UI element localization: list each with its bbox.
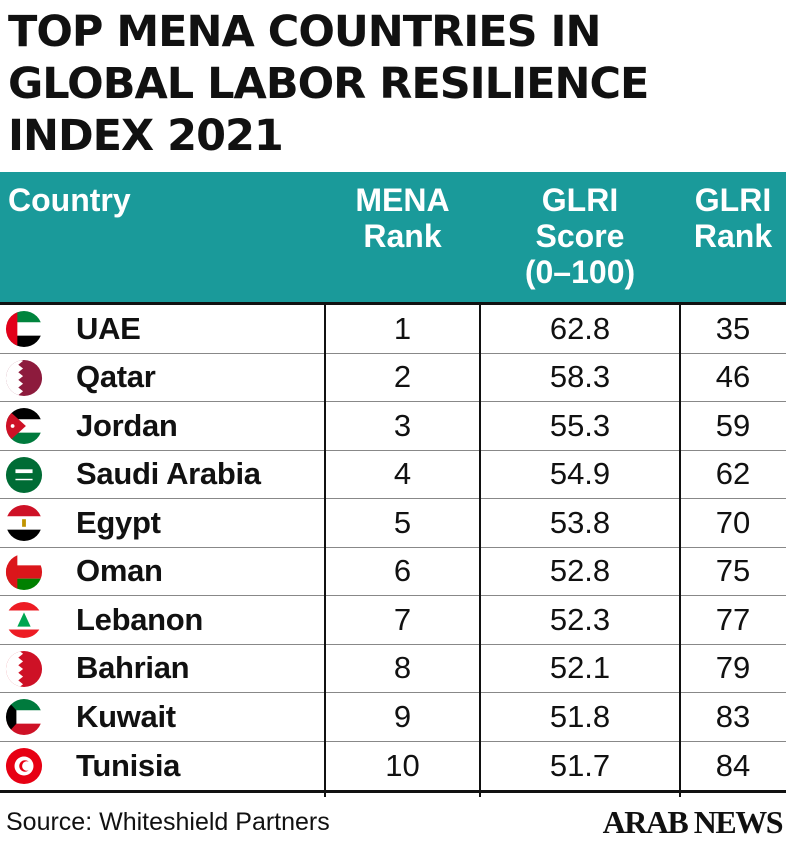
table-row: Bahrian 8 52.1 79 <box>0 645 786 693</box>
flag-icon <box>5 553 43 596</box>
table-body: UAE 1 62.8 35 Qatar 2 58.3 46 Jordan 3 55.3 59 Saudi… <box>0 302 786 793</box>
mena-rank: 3 <box>393 407 412 443</box>
flag-icon <box>5 359 43 402</box>
table-row: Saudi Arabia 4 54.9 62 <box>0 451 786 499</box>
mena-rank: 6 <box>393 553 412 589</box>
glri-score: 53.8 <box>549 504 611 540</box>
logo: ARAB NEWS <box>602 804 784 840</box>
glri-rank: 77 <box>715 601 751 637</box>
country-name: Tunisia <box>76 747 181 783</box>
country-name: Egypt <box>76 504 161 540</box>
glri-rank: 62 <box>715 456 751 492</box>
column-header: MENA Rank <box>355 182 450 254</box>
glri-rank: 84 <box>715 747 751 783</box>
table-row: Jordan 3 55.3 59 <box>0 402 786 451</box>
column-header: GLRI Rank <box>693 182 773 254</box>
flag-icon <box>5 698 43 741</box>
glri-score: 51.7 <box>549 747 611 783</box>
table-header: Country MENA Rank GLRI Score (0–100) GLR… <box>0 172 786 302</box>
glri-score: 52.8 <box>549 553 611 589</box>
table-row: Oman 6 52.8 75 <box>0 548 786 596</box>
glri-rank: 70 <box>715 504 751 540</box>
flag-icon <box>5 601 43 644</box>
flag-icon <box>5 650 43 693</box>
column-divider <box>679 302 681 797</box>
table-row: Egypt 5 53.8 70 <box>0 499 786 548</box>
table-row: Qatar 2 58.3 46 <box>0 354 786 402</box>
column-divider <box>324 302 326 797</box>
glri-score: 58.3 <box>549 359 611 395</box>
glri-rank: 83 <box>715 698 751 734</box>
mena-rank: 8 <box>393 650 412 686</box>
mena-rank: 9 <box>393 698 412 734</box>
source: Source: Whiteshield Partners <box>6 808 330 836</box>
country-name: Jordan <box>76 407 178 443</box>
mena-rank: 4 <box>393 456 412 492</box>
glri-rank: 75 <box>715 553 751 589</box>
country-name: Lebanon <box>76 601 204 637</box>
table-row: UAE 1 62.8 35 <box>0 305 786 354</box>
glri-score: 62.8 <box>549 310 611 346</box>
table-row: Kuwait 9 51.8 83 <box>0 693 786 742</box>
glri-score: 52.1 <box>549 650 611 686</box>
glri-score: 55.3 <box>549 407 611 443</box>
table-row: Lebanon 7 52.3 77 <box>0 596 786 645</box>
glri-score: 51.8 <box>549 698 611 734</box>
country-name: Oman <box>76 553 163 589</box>
country-name: UAE <box>76 310 141 346</box>
country-name: Qatar <box>76 359 156 395</box>
glri-score: 54.9 <box>549 456 611 492</box>
glri-rank: 79 <box>715 650 751 686</box>
mena-rank: 2 <box>393 359 412 395</box>
title: TOP MENA COUNTRIES IN GLOBAL LABOR RESIL… <box>8 7 649 161</box>
glri-rank: 59 <box>715 407 751 443</box>
country-name: Saudi Arabia <box>76 456 261 492</box>
glri-rank: 35 <box>715 310 751 346</box>
mena-rank: 1 <box>393 310 412 346</box>
flag-icon <box>5 407 43 450</box>
country-name: Bahrian <box>76 650 190 686</box>
mena-rank: 5 <box>393 504 412 540</box>
flag-icon <box>5 310 43 353</box>
flag-icon <box>5 747 43 790</box>
column-header: GLRI Score (0–100) <box>524 182 636 290</box>
mena-rank: 7 <box>393 601 412 637</box>
glri-rank: 46 <box>715 359 751 395</box>
glri-score: 52.3 <box>549 601 611 637</box>
mena-rank: 10 <box>385 747 420 783</box>
flag-icon <box>5 504 43 547</box>
column-divider <box>479 302 481 797</box>
country-name: Kuwait <box>76 698 176 734</box>
flag-icon <box>5 456 43 499</box>
column-header: Country <box>8 182 131 218</box>
table-row: Tunisia 10 51.7 84 <box>0 742 786 791</box>
